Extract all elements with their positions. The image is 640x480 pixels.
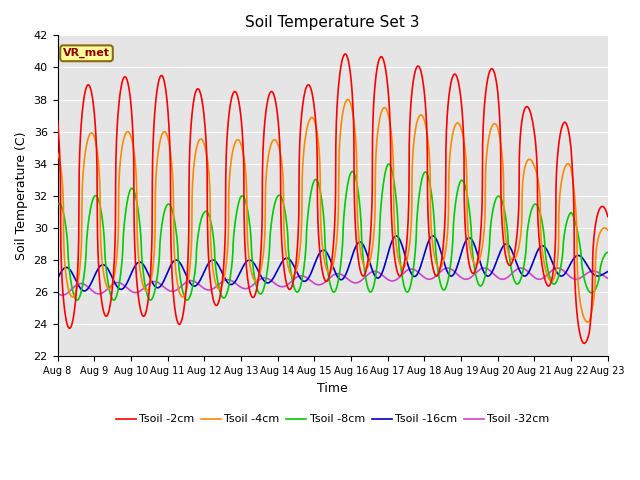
Tsoil -2cm xyxy=(580,340,588,346)
Tsoil -32cm xyxy=(54,290,61,296)
Tsoil -4cm xyxy=(584,319,591,325)
Tsoil -8cm xyxy=(385,161,393,167)
Line: Tsoil -2cm: Tsoil -2cm xyxy=(58,54,608,343)
Tsoil -4cm xyxy=(571,194,579,200)
Tsoil -8cm xyxy=(361,268,369,274)
Title: Soil Temperature Set 3: Soil Temperature Set 3 xyxy=(245,15,420,30)
Tsoil -32cm xyxy=(207,287,215,292)
X-axis label: Time: Time xyxy=(317,382,348,395)
Tsoil -2cm xyxy=(207,283,215,289)
Tsoil -16cm xyxy=(81,288,88,294)
Line: Tsoil -4cm: Tsoil -4cm xyxy=(58,99,608,322)
Tsoil -4cm xyxy=(349,109,356,115)
Tsoil -16cm xyxy=(571,254,579,260)
Tsoil -16cm xyxy=(556,273,563,278)
Tsoil -2cm xyxy=(349,98,356,104)
Y-axis label: Soil Temperature (C): Soil Temperature (C) xyxy=(15,132,28,260)
Tsoil -16cm xyxy=(392,233,400,239)
Tsoil -16cm xyxy=(604,269,612,275)
Tsoil -8cm xyxy=(349,168,356,174)
Legend: Tsoil -2cm, Tsoil -4cm, Tsoil -8cm, Tsoil -16cm, Tsoil -32cm: Tsoil -2cm, Tsoil -4cm, Tsoil -8cm, Tsoi… xyxy=(111,410,554,429)
Tsoil -8cm xyxy=(207,221,215,227)
Tsoil -16cm xyxy=(361,245,369,251)
Tsoil -8cm xyxy=(74,297,81,303)
Tsoil -32cm xyxy=(554,265,561,271)
Line: Tsoil -8cm: Tsoil -8cm xyxy=(58,164,608,300)
Tsoil -16cm xyxy=(207,258,215,264)
Tsoil -4cm xyxy=(54,149,61,155)
Tsoil -32cm xyxy=(604,276,612,281)
Tsoil -32cm xyxy=(58,292,66,298)
Tsoil -32cm xyxy=(556,265,563,271)
Tsoil -8cm xyxy=(493,194,500,200)
Tsoil -8cm xyxy=(556,270,563,276)
Tsoil -32cm xyxy=(571,276,579,282)
Tsoil -4cm xyxy=(556,199,563,205)
Tsoil -2cm xyxy=(361,272,369,277)
Tsoil -8cm xyxy=(604,250,612,255)
Tsoil -2cm xyxy=(556,137,563,143)
Tsoil -4cm xyxy=(207,245,215,251)
Tsoil -16cm xyxy=(54,276,61,282)
Line: Tsoil -32cm: Tsoil -32cm xyxy=(58,268,608,295)
Tsoil -4cm xyxy=(604,227,612,233)
Line: Tsoil -16cm: Tsoil -16cm xyxy=(58,236,608,291)
Tsoil -2cm xyxy=(54,118,61,123)
Tsoil -16cm xyxy=(349,252,356,258)
Text: VR_met: VR_met xyxy=(63,48,110,59)
Tsoil -32cm xyxy=(493,274,500,279)
Tsoil -2cm xyxy=(341,51,349,57)
Tsoil -2cm xyxy=(571,271,579,277)
Tsoil -4cm xyxy=(361,264,369,270)
Tsoil -2cm xyxy=(604,214,612,219)
Tsoil -32cm xyxy=(361,275,369,280)
Tsoil -2cm xyxy=(493,81,500,86)
Tsoil -4cm xyxy=(493,122,500,128)
Tsoil -32cm xyxy=(349,279,356,285)
Tsoil -4cm xyxy=(344,96,351,102)
Tsoil -8cm xyxy=(54,202,61,207)
Tsoil -16cm xyxy=(493,258,500,264)
Tsoil -8cm xyxy=(571,218,579,224)
